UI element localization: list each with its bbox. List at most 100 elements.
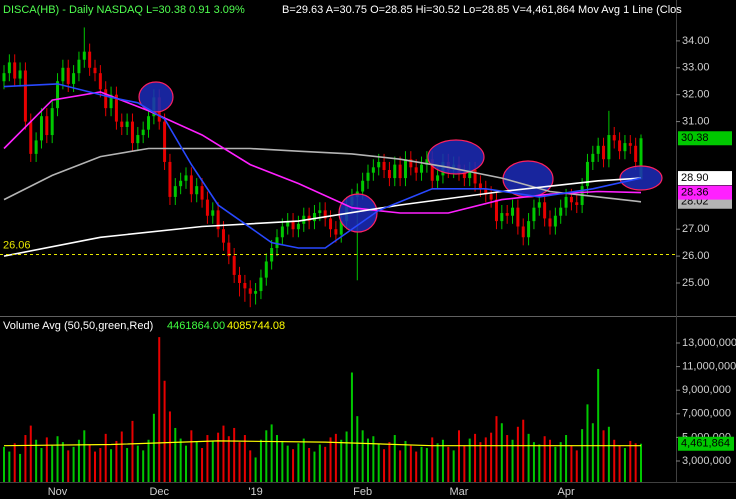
volume-bar <box>361 430 364 482</box>
chart-subtitle: B=29.63 A=30.75 O=28.85 Hi=30.52 Lo=28.8… <box>282 4 682 16</box>
volume-bar <box>286 445 289 482</box>
candle-body <box>296 223 300 230</box>
candle-body <box>232 256 236 275</box>
candle-body <box>473 170 477 184</box>
candle-body <box>307 215 311 222</box>
volume-bar <box>324 446 327 482</box>
candle-body <box>436 175 440 181</box>
volume-bar <box>136 445 139 482</box>
candle-body <box>275 237 279 249</box>
candle-body <box>521 226 525 238</box>
candle-body <box>93 67 97 74</box>
volume-tag-label: 4,461,864 <box>681 438 730 450</box>
volume-bar <box>147 439 150 482</box>
volume-bar <box>506 435 509 482</box>
price-tag-label: 28.90 <box>681 172 709 184</box>
volume-bar <box>629 440 632 482</box>
highlight-ellipse <box>502 160 554 198</box>
price-tag-label: 30.38 <box>681 132 709 144</box>
candle-body <box>173 186 177 197</box>
candle-body <box>120 121 124 127</box>
candle-body <box>141 129 145 136</box>
candle-body <box>371 167 375 173</box>
candle-body <box>414 167 418 173</box>
candle-body <box>339 221 343 235</box>
volume-bar <box>329 437 332 482</box>
volume-bar <box>399 450 402 482</box>
volume-bar <box>3 446 5 482</box>
volume-bar <box>372 436 375 482</box>
moving-average <box>3 83 642 249</box>
candle-body <box>147 116 151 130</box>
volume-bar <box>24 435 27 482</box>
volume-bar <box>597 368 600 482</box>
volume-bar <box>356 416 359 482</box>
candle-body <box>484 188 488 195</box>
volume-bar <box>254 457 257 482</box>
candle-body <box>430 159 434 181</box>
volume-bar <box>72 446 75 482</box>
candle-body <box>500 213 504 222</box>
candle-body <box>511 207 515 216</box>
candle-body <box>136 135 140 144</box>
volume-bar <box>13 443 16 482</box>
volume-bar <box>292 449 295 482</box>
candle-body <box>532 207 536 222</box>
volume-bar <box>110 449 113 482</box>
y-tick-label: 32.00 <box>682 89 710 101</box>
candle-body <box>607 135 611 160</box>
volume-bar <box>415 451 418 482</box>
volume-bar <box>179 438 182 482</box>
volume-bar <box>158 337 161 482</box>
volume-bar <box>441 439 444 482</box>
volume-bar <box>88 444 91 482</box>
moving-average <box>3 177 642 257</box>
y-tick-label: 31.00 <box>682 115 710 127</box>
volume-bar <box>458 430 460 482</box>
volume-bar <box>40 448 43 482</box>
candle-body <box>575 202 579 205</box>
volume-bar <box>142 450 145 482</box>
volume-bar <box>367 438 369 482</box>
candle-body <box>179 180 183 187</box>
candle-body <box>264 261 268 278</box>
candle-body <box>211 210 215 216</box>
volume-bar <box>265 430 268 482</box>
volume-bar <box>308 448 311 482</box>
x-tick-label: Feb <box>353 486 372 498</box>
x-tick-label: Nov <box>48 486 68 498</box>
candle-body <box>61 67 65 82</box>
moving-average <box>3 147 642 203</box>
candle-body <box>537 202 541 208</box>
volume-bar <box>618 445 621 482</box>
candle-body <box>125 121 129 127</box>
candle-body <box>377 161 381 168</box>
x-tick-label: Mar <box>450 486 469 498</box>
y-tick-label: 33.00 <box>682 62 710 74</box>
volume-bar <box>77 439 80 482</box>
candle-body <box>77 59 81 74</box>
volume-bar <box>233 427 236 482</box>
candle-body <box>494 199 498 222</box>
candle-body <box>639 138 643 180</box>
candle-body <box>66 67 70 84</box>
candle-body <box>564 196 568 208</box>
candle-body <box>527 221 531 238</box>
candle-body <box>559 207 563 216</box>
candle-body <box>23 70 27 122</box>
candle-body <box>366 172 370 181</box>
volume-bar <box>211 440 214 482</box>
volume-tag <box>678 436 734 451</box>
volume-bar <box>393 435 396 482</box>
candle-body <box>548 218 552 227</box>
candle-body <box>382 161 386 171</box>
volume-bar <box>334 433 337 482</box>
y-tick-label: 34.00 <box>682 35 710 47</box>
volume-bar <box>554 446 557 482</box>
volume-bar <box>640 443 642 482</box>
volume-bar <box>340 439 343 482</box>
volume-bar <box>602 430 605 482</box>
candle-body <box>254 291 258 294</box>
